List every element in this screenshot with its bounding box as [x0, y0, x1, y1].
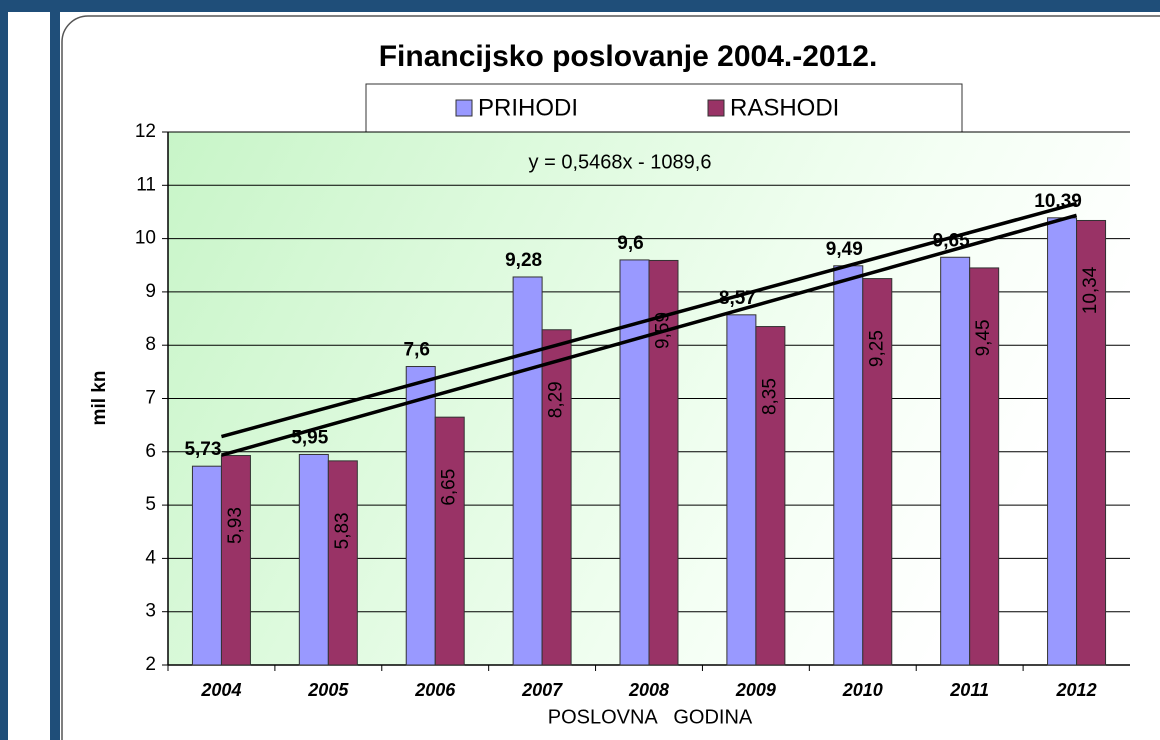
data-label: 8,35 — [759, 378, 780, 415]
bar — [1076, 219, 1107, 666]
x-tick-label: 2008 — [628, 680, 669, 700]
x-tick-label: 2009 — [735, 680, 776, 700]
bar — [298, 453, 329, 666]
y-tick-label: 12 — [135, 121, 156, 142]
bar — [862, 278, 893, 666]
bar — [940, 256, 971, 666]
x-tick-label: 2012 — [1056, 680, 1097, 700]
data-label: 7,6 — [404, 340, 430, 361]
trend-equation: y = 0,5468x - 1089,6 — [529, 151, 712, 173]
y-tick-label: 6 — [145, 441, 156, 462]
data-label: 9,25 — [866, 330, 887, 367]
y-tick-label: 5 — [145, 494, 156, 515]
legend-label: RASHODI — [730, 94, 839, 121]
legend-box — [365, 83, 963, 133]
bar — [833, 265, 864, 666]
data-label: 9,28 — [505, 250, 542, 271]
frame-band — [50, 0, 60, 740]
bar — [405, 366, 436, 666]
bar — [1047, 217, 1078, 666]
legend-swatch — [707, 99, 725, 117]
data-label: 6,65 — [439, 469, 460, 506]
data-label: 5,83 — [332, 512, 353, 549]
data-label: 10,34 — [1080, 266, 1101, 314]
y-axis-title: mil kn — [89, 371, 110, 426]
bar — [512, 276, 543, 666]
bar — [220, 455, 251, 666]
x-tick-label: 2005 — [307, 680, 349, 700]
bar — [191, 465, 222, 666]
trend-line — [220, 213, 1078, 457]
data-label: 8,29 — [546, 381, 567, 418]
x-tick-label: 2006 — [414, 680, 456, 700]
frame-left — [0, 0, 8, 740]
x-axis-title: POSLOVNA GODINA — [548, 706, 753, 728]
data-label: 5,93 — [225, 507, 246, 544]
y-tick-label: 3 — [145, 601, 156, 622]
data-label: 9,6 — [617, 233, 643, 254]
x-tick-label: 2011 — [949, 680, 989, 700]
frame-top — [0, 0, 1160, 12]
bar — [726, 314, 757, 666]
y-tick-label: 7 — [145, 388, 156, 409]
x-tick-label: 2007 — [521, 680, 563, 700]
legend-label: PRIHODI — [478, 94, 578, 121]
y-tick-label: 4 — [145, 547, 156, 568]
y-tick-label: 11 — [136, 174, 156, 195]
bar — [755, 326, 786, 666]
x-tick-label: 2010 — [842, 680, 883, 700]
y-tick-label: 10 — [135, 228, 156, 249]
trend-line — [220, 201, 1078, 439]
bar — [434, 416, 465, 666]
data-label: 5,73 — [184, 439, 221, 460]
data-label: 9,49 — [826, 239, 863, 260]
data-label: 9,45 — [973, 319, 994, 356]
y-tick-label: 8 — [145, 334, 156, 355]
x-tick-label: 2004 — [200, 680, 241, 700]
y-tick-label: 2 — [145, 654, 156, 675]
bar — [969, 267, 1000, 666]
chart-title: Financijsko poslovanje 2004.-2012. — [379, 40, 878, 73]
bar — [541, 329, 572, 666]
bar — [327, 460, 358, 666]
legend-swatch — [455, 99, 473, 117]
y-tick-label: 9 — [145, 281, 156, 302]
